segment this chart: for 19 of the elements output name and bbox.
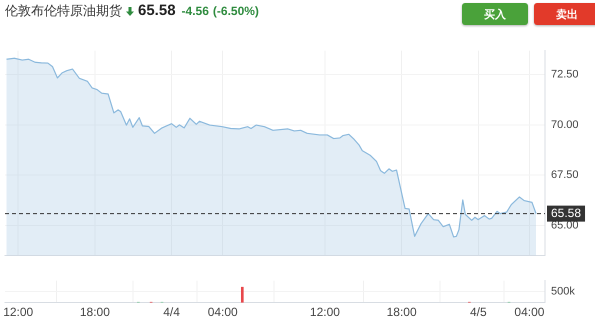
x-tick-label: 4/5: [470, 305, 487, 320]
text: 65.58: [138, 2, 176, 19]
text: -4.56: [182, 4, 209, 18]
buy-button[interactable]: 买入: [462, 3, 528, 25]
y-tick-label: 67.50: [551, 169, 579, 182]
sell-button[interactable]: 卖出: [534, 3, 595, 25]
chart-title: 伦敦布伦特原油期货: [5, 3, 122, 20]
text: (-6.50%): [212, 4, 259, 18]
y-tick-label: 70.00: [551, 118, 579, 131]
x-tick-label: 12:00: [3, 305, 34, 320]
y-tick-label: 72.50: [551, 68, 579, 81]
y-tick-label: 500k: [551, 286, 576, 298]
x-tick-label: 04:00: [514, 305, 545, 320]
ref-line-label: 65.58: [551, 206, 582, 220]
x-tick-label: 18:00: [80, 305, 110, 320]
x-tick-label: 12:00: [310, 305, 340, 320]
x-tick-label: 4/4: [163, 305, 180, 320]
x-tick-label: 18:00: [386, 305, 417, 320]
x-tick-label: 04:00: [208, 305, 238, 320]
